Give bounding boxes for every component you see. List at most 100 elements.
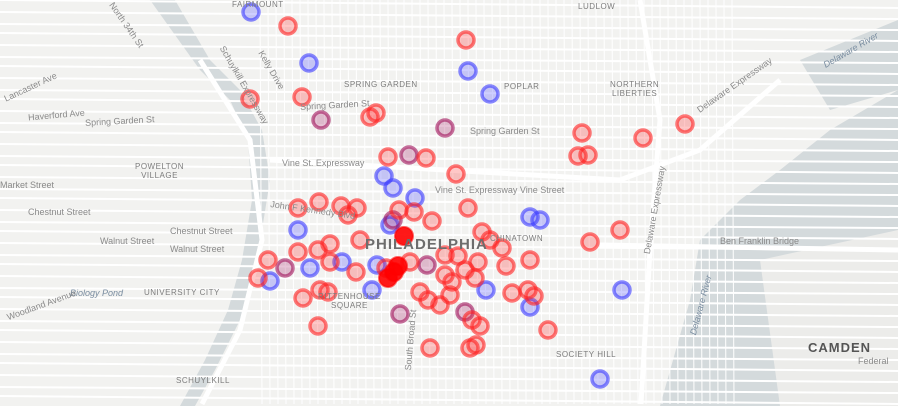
purple-marker[interactable] (390, 304, 410, 324)
street (0, 65, 898, 75)
street (371, 0, 375, 405)
red-marker[interactable] (470, 316, 490, 336)
street (339, 0, 343, 405)
red-marker[interactable] (240, 89, 260, 109)
red-marker[interactable] (350, 230, 370, 250)
red-marker[interactable] (496, 256, 516, 276)
street (523, 0, 527, 405)
red-marker[interactable] (416, 148, 436, 168)
street (0, 275, 898, 284)
red-marker[interactable] (502, 283, 522, 303)
red-marker[interactable] (466, 335, 486, 355)
street (0, 11, 898, 20)
street (563, 0, 567, 405)
red-marker[interactable] (440, 285, 460, 305)
red-marker[interactable] (293, 288, 313, 308)
red-marker[interactable] (610, 220, 630, 240)
street (0, 296, 898, 306)
blue-marker[interactable] (590, 369, 610, 389)
street (707, 0, 711, 405)
street (603, 0, 607, 405)
street (0, 143, 898, 152)
blue-marker[interactable] (241, 2, 261, 22)
purple-marker[interactable] (435, 118, 455, 138)
blue-marker[interactable] (458, 61, 478, 81)
red-marker[interactable] (248, 268, 268, 288)
street (515, 0, 519, 405)
red-marker[interactable] (320, 252, 340, 272)
street (0, 122, 898, 130)
street (267, 0, 271, 405)
blue-marker[interactable] (612, 280, 632, 300)
street (283, 0, 287, 405)
red-marker[interactable] (288, 242, 308, 262)
red-marker[interactable] (468, 252, 488, 272)
red-marker[interactable] (346, 262, 366, 282)
red-marker[interactable] (458, 198, 478, 218)
red-marker[interactable] (446, 164, 466, 184)
red-marker[interactable] (633, 128, 653, 148)
label-spring-garden-st-east: Spring Garden St (470, 126, 540, 136)
red-marker[interactable] (524, 286, 544, 306)
red-marker[interactable] (422, 211, 442, 231)
blue-marker[interactable] (288, 220, 308, 240)
label-spring-garden: SPRING GARDEN (344, 80, 418, 89)
street (355, 0, 359, 405)
red-marker[interactable] (572, 123, 592, 143)
label-chinatown: CHINATOWN (490, 234, 544, 243)
label-schuylkill: SCHUYLKILL (176, 376, 230, 385)
red-marker[interactable] (378, 147, 398, 167)
blue-marker[interactable] (480, 84, 500, 104)
red-marker[interactable] (578, 145, 598, 165)
red-marker[interactable] (520, 250, 540, 270)
red-marker[interactable] (465, 268, 485, 288)
street (0, 32, 898, 42)
blue-marker[interactable] (383, 178, 403, 198)
red-marker[interactable] (492, 238, 512, 258)
street (0, 188, 898, 196)
red-marker[interactable] (675, 114, 695, 134)
red-marker[interactable] (308, 240, 328, 260)
street (579, 0, 583, 405)
blue-marker[interactable] (476, 280, 496, 300)
street (0, 77, 898, 86)
red-marker[interactable] (288, 198, 308, 218)
solid-marker[interactable] (394, 226, 414, 246)
red-marker[interactable] (456, 30, 476, 50)
purple-marker[interactable] (311, 110, 331, 130)
street (627, 0, 631, 405)
red-marker[interactable] (404, 202, 424, 222)
blue-marker[interactable] (299, 53, 319, 73)
blue-marker[interactable] (405, 188, 425, 208)
red-marker[interactable] (420, 338, 440, 358)
label-vine-expy: Vine St. Expressway (282, 158, 365, 168)
red-marker[interactable] (309, 192, 329, 212)
red-marker[interactable] (318, 282, 338, 302)
red-marker[interactable] (258, 250, 278, 270)
purple-marker[interactable] (417, 255, 437, 275)
street (659, 0, 663, 405)
street (0, 353, 898, 361)
label-poplar: POPLAR (504, 82, 540, 91)
label-ben-franklin: Ben Franklin Bridge (720, 236, 800, 246)
label-philadelphia: PHILADELPHIA (365, 236, 488, 253)
land-camden (760, 230, 898, 406)
blue-marker[interactable] (362, 280, 382, 300)
red-marker[interactable] (338, 205, 358, 225)
red-marker[interactable] (538, 320, 558, 340)
label-chestnut-2: Chestnut Street (170, 226, 233, 236)
blue-marker[interactable] (530, 210, 550, 230)
red-marker[interactable] (278, 16, 298, 36)
street (259, 0, 263, 405)
red-marker[interactable] (292, 87, 312, 107)
purple-marker[interactable] (275, 258, 295, 278)
street (307, 0, 311, 405)
blue-marker[interactable] (300, 258, 320, 278)
red-marker[interactable] (366, 103, 386, 123)
solid-marker[interactable] (384, 262, 404, 282)
red-marker[interactable] (580, 232, 600, 252)
purple-marker[interactable] (399, 145, 419, 165)
red-marker[interactable] (308, 316, 328, 336)
